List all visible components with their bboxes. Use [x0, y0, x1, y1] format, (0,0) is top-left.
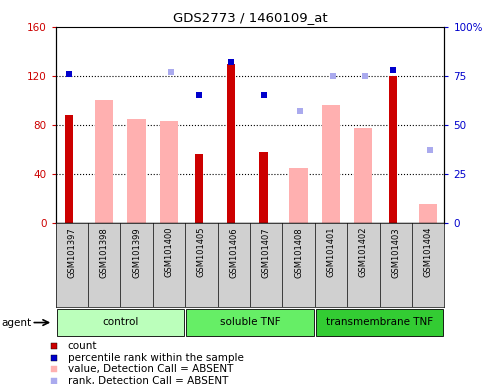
Text: GSM101397: GSM101397 [67, 227, 76, 278]
Bar [419, 204, 437, 223]
Bar [186, 309, 314, 336]
Text: soluble TNF: soluble TNF [220, 317, 280, 327]
Text: GSM101398: GSM101398 [99, 227, 109, 278]
Text: GSM101406: GSM101406 [229, 227, 238, 278]
Bar [355, 129, 372, 223]
Text: percentile rank within the sample: percentile rank within the sample [68, 353, 244, 363]
Bar [316, 309, 443, 336]
Text: transmembrane TNF: transmembrane TNF [326, 317, 433, 327]
Text: control: control [102, 317, 139, 327]
Text: GSM101405: GSM101405 [197, 227, 206, 278]
Bar [65, 115, 73, 223]
Bar [195, 154, 203, 223]
Bar [95, 100, 113, 223]
Text: count: count [68, 341, 97, 351]
Bar [259, 152, 268, 223]
Bar [227, 64, 235, 223]
Bar [389, 76, 398, 223]
Text: GSM101403: GSM101403 [391, 227, 400, 278]
Text: GSM101400: GSM101400 [164, 227, 173, 278]
Bar [322, 105, 340, 223]
Text: GSM101404: GSM101404 [424, 227, 433, 278]
Bar [289, 168, 308, 223]
Text: agent: agent [1, 318, 31, 328]
Text: GSM101408: GSM101408 [294, 227, 303, 278]
Bar [160, 121, 178, 223]
Text: GSM101407: GSM101407 [262, 227, 270, 278]
Text: value, Detection Call = ABSENT: value, Detection Call = ABSENT [68, 364, 233, 374]
Text: rank, Detection Call = ABSENT: rank, Detection Call = ABSENT [68, 376, 228, 384]
Text: GSM101399: GSM101399 [132, 227, 141, 278]
Text: GSM101402: GSM101402 [359, 227, 368, 278]
Text: GSM101401: GSM101401 [327, 227, 336, 278]
Bar [57, 309, 184, 336]
Bar [128, 119, 145, 223]
Title: GDS2773 / 1460109_at: GDS2773 / 1460109_at [172, 11, 327, 24]
